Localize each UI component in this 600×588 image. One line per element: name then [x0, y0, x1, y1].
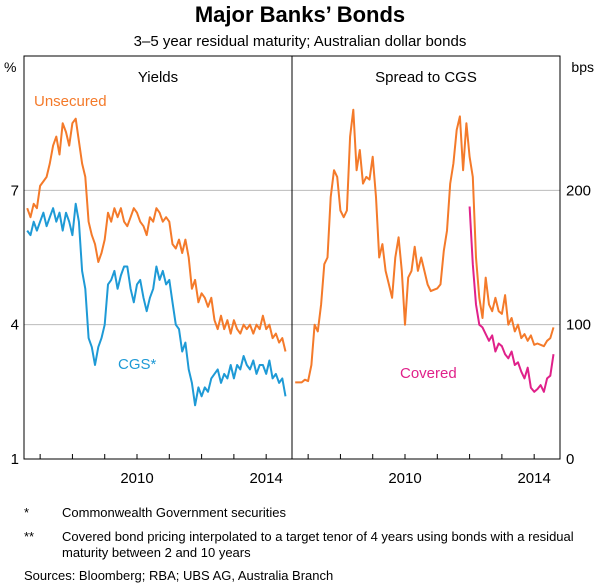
- y-tick-label: 1: [11, 451, 19, 468]
- footnote-1-text: Commonwealth Government securities: [62, 505, 286, 520]
- legend-covered: Covered: [400, 365, 457, 382]
- chart-subtitle: 3–5 year residual maturity; Australian d…: [133, 33, 467, 50]
- series-line: [26, 117, 287, 352]
- x-tick-label: 2010: [120, 470, 153, 487]
- y-tick-label: 100: [566, 317, 591, 334]
- y-tick-label: 200: [566, 182, 591, 199]
- sources-note: Sources: Bloomberg; RBA; UBS AG, Austral…: [24, 568, 334, 583]
- legend-unsecured: Unsecured: [34, 93, 107, 110]
- x-tick-label: 2014: [517, 470, 550, 487]
- series-line: [26, 202, 287, 407]
- right-panel-title: Spread to CGS: [375, 69, 477, 86]
- footnote-2-text: Covered bond pricing interpolated to a t…: [62, 529, 574, 560]
- left-panel-title: Yields: [138, 69, 178, 86]
- x-tick-label: 2014: [249, 470, 282, 487]
- right-unit-label: bps: [571, 59, 594, 75]
- chart-title: Major Banks’ Bonds: [194, 2, 406, 27]
- grid-layer: [24, 189, 560, 326]
- footnote-1-mark: *: [24, 505, 30, 520]
- series-line: [295, 108, 555, 384]
- y-tick-label: 0: [566, 451, 574, 468]
- chart-svg: 1 4 7 2010 2014 0 100 200 2010 2014 % bps Yields …: [4, 55, 594, 487]
- y-tick-label: 4: [11, 317, 19, 334]
- footnote-2-mark: **: [24, 529, 35, 544]
- left-unit-label: %: [4, 59, 16, 75]
- legend-cgs: CGS*: [118, 356, 157, 373]
- label-layer: % bps Yields Spread to CGS Unsecured CGS…: [4, 59, 594, 382]
- series-line: [468, 206, 555, 393]
- x-tick-label: 2010: [388, 470, 421, 487]
- axis-layer: 1 4 7 2010 2014 0 100 200 2010 2014: [11, 182, 591, 487]
- y-tick-label: 7: [11, 182, 19, 199]
- series-layer: [26, 108, 555, 407]
